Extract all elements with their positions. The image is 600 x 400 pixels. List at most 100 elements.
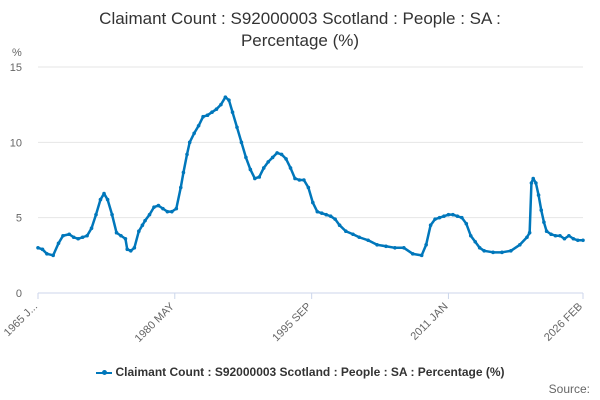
data-point[interactable] [114, 230, 119, 235]
data-point[interactable] [248, 167, 253, 172]
data-point[interactable] [534, 181, 538, 185]
data-point[interactable] [419, 253, 424, 258]
data-point[interactable] [227, 98, 231, 102]
data-point[interactable] [67, 232, 72, 237]
data-point[interactable] [531, 176, 536, 181]
data-point[interactable] [201, 114, 205, 119]
data-point[interactable] [161, 206, 165, 211]
data-point[interactable] [500, 250, 504, 255]
data-point[interactable] [61, 233, 65, 238]
data-point[interactable] [509, 249, 513, 253]
data-point[interactable] [270, 155, 275, 160]
data-point[interactable] [125, 247, 130, 252]
data-point[interactable] [214, 107, 219, 111]
data-point[interactable] [102, 191, 106, 196]
data-point[interactable] [351, 232, 355, 237]
data-point[interactable] [562, 236, 567, 241]
data-point[interactable] [491, 250, 495, 255]
data-point[interactable] [36, 246, 40, 250]
data-point[interactable] [170, 209, 174, 214]
data-point[interactable] [451, 212, 455, 217]
data-point[interactable] [539, 208, 544, 212]
data-point[interactable] [424, 242, 428, 247]
data-point[interactable] [324, 212, 329, 217]
data-point[interactable] [223, 95, 228, 99]
data-point[interactable] [85, 233, 89, 238]
data-point[interactable] [137, 229, 141, 234]
data-point[interactable] [518, 242, 522, 247]
data-point[interactable] [210, 110, 214, 114]
data-point[interactable] [174, 206, 179, 211]
data-point[interactable] [402, 246, 406, 250]
data-point[interactable] [178, 185, 183, 190]
data-point[interactable] [129, 249, 133, 253]
data-point[interactable] [261, 166, 266, 170]
data-point[interactable] [143, 218, 147, 223]
data-point[interactable] [581, 238, 585, 243]
data-point[interactable] [542, 220, 546, 224]
data-point[interactable] [94, 212, 98, 217]
data-point[interactable] [279, 152, 284, 157]
data-point[interactable] [455, 214, 460, 218]
data-point[interactable] [468, 233, 473, 238]
data-point[interactable] [428, 223, 433, 227]
data-point[interactable] [288, 166, 293, 170]
data-point[interactable] [442, 214, 446, 218]
data-point[interactable] [302, 178, 306, 182]
data-point[interactable] [571, 236, 576, 241]
data-point[interactable] [80, 235, 85, 240]
data-point[interactable] [337, 223, 342, 227]
data-point[interactable] [284, 157, 288, 161]
data-point[interactable] [473, 239, 478, 244]
data-point[interactable] [76, 236, 80, 241]
data-point[interactable] [89, 226, 94, 231]
data-point[interactable] [244, 155, 248, 160]
data-point[interactable] [536, 193, 541, 197]
data-point[interactable] [123, 236, 128, 241]
data-point[interactable] [105, 197, 110, 202]
data-point[interactable] [311, 200, 315, 205]
data-point[interactable] [446, 212, 451, 217]
data-point[interactable] [119, 233, 123, 238]
data-point[interactable] [110, 212, 114, 217]
data-point[interactable] [410, 252, 415, 256]
data-point[interactable] [239, 140, 244, 145]
data-point[interactable] [219, 102, 223, 107]
data-point[interactable] [328, 214, 333, 218]
data-point[interactable] [437, 215, 442, 220]
data-point[interactable] [71, 235, 76, 240]
credits[interactable]: Source: [548, 382, 590, 396]
series-line[interactable] [36, 95, 585, 257]
data-point[interactable] [333, 217, 337, 221]
data-point[interactable] [567, 233, 571, 238]
data-point[interactable] [558, 233, 562, 238]
data-point[interactable] [192, 131, 196, 136]
data-point[interactable] [384, 244, 388, 249]
data-point[interactable] [375, 242, 379, 247]
data-point[interactable] [293, 176, 297, 181]
data-point[interactable] [98, 197, 103, 202]
data-point[interactable] [185, 152, 189, 157]
data-point[interactable] [529, 181, 534, 185]
data-point[interactable] [460, 215, 464, 220]
data-point[interactable] [357, 235, 362, 240]
data-point[interactable] [482, 249, 486, 253]
data-point[interactable] [576, 238, 580, 243]
data-point[interactable] [51, 253, 55, 258]
data-point[interactable] [366, 238, 370, 243]
data-point[interactable] [393, 246, 397, 250]
data-point[interactable] [56, 241, 61, 246]
data-point[interactable] [40, 247, 45, 252]
data-point[interactable] [477, 246, 482, 250]
data-point[interactable] [319, 211, 324, 215]
data-point[interactable] [344, 229, 348, 234]
data-point[interactable] [230, 110, 235, 114]
data-point[interactable] [132, 246, 137, 250]
data-point[interactable] [140, 223, 145, 227]
data-point[interactable] [525, 235, 529, 240]
data-point[interactable] [152, 205, 156, 209]
data-point[interactable] [553, 233, 558, 238]
legend[interactable]: Claimant Count : S92000003 Scotland : Pe… [0, 365, 600, 379]
data-point[interactable] [187, 140, 192, 145]
data-point[interactable] [253, 176, 257, 181]
